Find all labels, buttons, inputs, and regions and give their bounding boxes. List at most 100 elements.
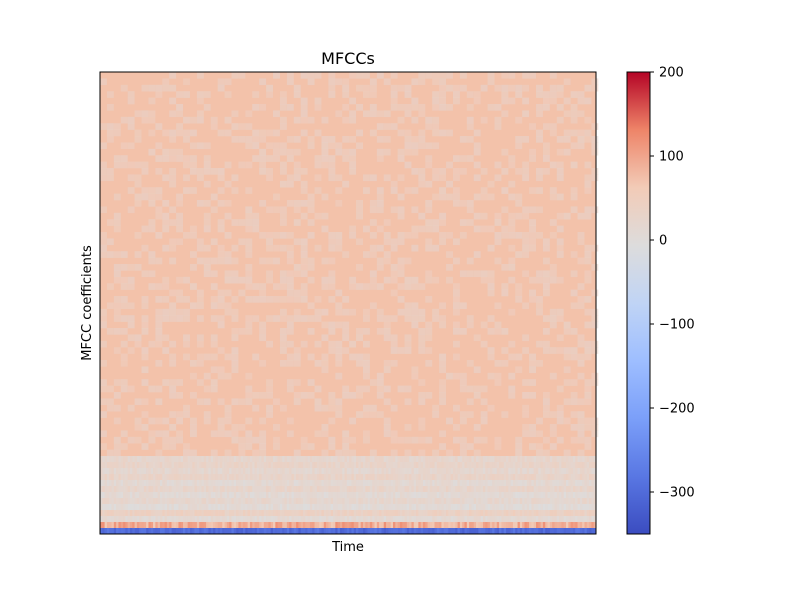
heatmap-cell — [487, 474, 491, 480]
heatmap-cell — [559, 528, 562, 534]
heatmap-cell — [113, 436, 121, 444]
heatmap-cell — [542, 276, 550, 284]
heatmap-cell — [480, 417, 488, 425]
heatmap-cell — [397, 498, 401, 504]
heatmap-cell — [169, 480, 172, 486]
heatmap-cell — [196, 480, 200, 486]
heatmap-cell — [183, 492, 186, 498]
heatmap-cell — [397, 155, 405, 162]
heatmap-cell — [409, 468, 412, 474]
heatmap-cell — [577, 504, 581, 510]
heatmap-cell — [425, 510, 428, 516]
heatmap-cell — [425, 321, 433, 329]
heatmap-cell — [226, 462, 230, 468]
heatmap-cell — [446, 449, 453, 457]
heatmap-cell — [314, 104, 322, 111]
heatmap-cell — [196, 353, 204, 361]
heatmap-cell — [397, 264, 405, 271]
heatmap-cell — [369, 456, 373, 462]
heatmap-cell — [307, 492, 311, 498]
heatmap-cell — [374, 480, 378, 486]
heatmap-cell — [189, 504, 193, 510]
heatmap-cell — [533, 516, 537, 522]
heatmap-cell — [365, 456, 368, 462]
heatmap-cell — [575, 486, 578, 492]
heatmap-cell — [549, 187, 557, 194]
heatmap-cell — [473, 251, 481, 258]
heatmap-cell — [358, 474, 361, 480]
heatmap-cell — [339, 480, 343, 486]
heatmap-cell — [233, 474, 237, 480]
heatmap-cell — [196, 168, 204, 175]
heatmap-cell — [210, 492, 214, 498]
heatmap-cell — [397, 296, 405, 303]
heatmap-cell — [333, 528, 336, 534]
heatmap-cell — [376, 283, 384, 290]
heatmap-cell — [381, 462, 385, 468]
heatmap-cell — [501, 97, 509, 105]
heatmap-cell — [314, 129, 322, 137]
heatmap-cell — [155, 321, 163, 329]
heatmap-cell — [203, 510, 207, 516]
heatmap-cell — [397, 283, 405, 290]
heatmap-cell — [413, 456, 417, 462]
heatmap-cell — [448, 522, 451, 528]
heatmap-cell — [591, 321, 599, 329]
heatmap-cell — [501, 206, 509, 214]
heatmap-cell — [542, 142, 550, 150]
heatmap-cell — [293, 148, 301, 156]
heatmap-cell — [552, 474, 555, 480]
heatmap-cell — [104, 474, 108, 480]
heatmap-cell — [425, 528, 428, 534]
heatmap-cell — [496, 516, 500, 522]
heatmap-cell — [319, 456, 322, 462]
heatmap-cell — [522, 430, 530, 438]
heatmap-cell — [113, 276, 121, 284]
heatmap-cell — [420, 504, 424, 510]
heatmap-cell — [321, 528, 325, 534]
heatmap-cell — [388, 480, 391, 486]
heatmap-cell — [118, 456, 122, 462]
heatmap-cell — [542, 244, 550, 252]
heatmap-cell — [469, 510, 472, 516]
heatmap-cell — [169, 174, 177, 182]
heatmap-cell — [524, 522, 528, 528]
heatmap-cell — [515, 168, 523, 175]
heatmap-cell — [245, 264, 253, 271]
heatmap-cell — [427, 468, 431, 474]
heatmap-cell — [480, 411, 488, 418]
heatmap-cell — [492, 498, 495, 504]
heatmap-cell — [118, 492, 122, 498]
heatmap-cell — [312, 456, 315, 462]
heatmap-cell — [141, 424, 149, 431]
heatmap-cell — [563, 480, 567, 486]
heatmap-cell — [413, 468, 417, 474]
heatmap-cell — [517, 516, 521, 522]
heatmap-cell — [183, 155, 190, 162]
heatmap-cell — [245, 225, 253, 233]
heatmap-cell — [286, 148, 294, 156]
heatmap-cell — [542, 449, 550, 457]
heatmap-cell — [328, 142, 336, 150]
heatmap-cell — [480, 486, 484, 492]
heatmap-cell — [316, 504, 320, 510]
heatmap-cell — [166, 474, 170, 480]
heatmap-cell — [416, 462, 419, 468]
heatmap-cell — [217, 480, 221, 486]
heatmap-cell — [411, 315, 419, 322]
heatmap-cell — [229, 528, 232, 534]
heatmap-cell — [148, 270, 156, 278]
heatmap-cell — [360, 474, 364, 480]
heatmap-cell — [482, 474, 486, 480]
heatmap-cell — [363, 353, 370, 361]
heatmap-cell — [247, 492, 251, 498]
heatmap-cell — [176, 516, 179, 522]
heatmap-cell — [113, 443, 121, 450]
heatmap-cell — [381, 522, 385, 528]
heatmap-cell — [591, 136, 599, 143]
heatmap-cell — [480, 116, 488, 124]
heatmap-cell — [473, 129, 481, 137]
heatmap-cell — [589, 468, 592, 474]
heatmap-cell — [273, 283, 280, 290]
heatmap-cell — [593, 492, 597, 498]
